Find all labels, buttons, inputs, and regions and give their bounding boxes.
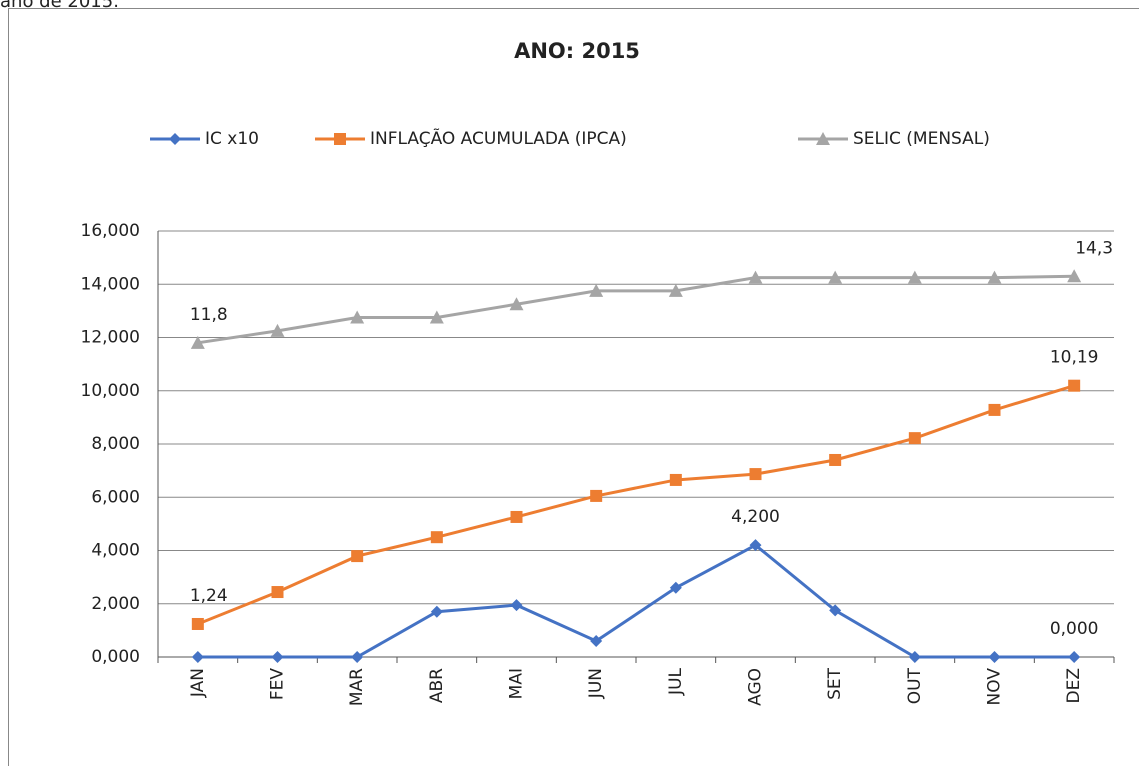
marker	[1068, 651, 1081, 663]
series-line	[197, 543, 1075, 659]
y-tick-label: 10,000	[81, 381, 140, 401]
y-tick-label: 4,000	[91, 541, 140, 561]
y-tick-label: 14,000	[81, 274, 140, 294]
marker	[829, 604, 842, 617]
marker	[816, 132, 830, 145]
legend-label: IC x10	[205, 129, 259, 149]
x-tick-label: NOV	[985, 668, 1005, 706]
marker	[828, 270, 843, 284]
chart-title: ANO: 2015	[514, 39, 640, 63]
marker	[510, 599, 523, 612]
y-tick-label: 0,000	[91, 647, 140, 667]
marker	[1067, 269, 1082, 283]
marker	[908, 432, 921, 445]
marker	[988, 403, 1001, 416]
y-tick-label: 6,000	[91, 487, 140, 507]
marker	[988, 651, 1001, 663]
chart-border	[8, 8, 1139, 766]
marker	[987, 270, 1002, 284]
marker	[668, 283, 683, 297]
data-label: 14,3	[1075, 238, 1113, 258]
marker	[351, 550, 364, 563]
x-tick-label: SET	[825, 667, 845, 700]
marker	[190, 335, 205, 349]
marker	[169, 133, 181, 145]
marker	[509, 297, 524, 311]
marker	[430, 531, 443, 544]
series-line	[197, 274, 1075, 345]
x-tick-label: ABR	[427, 668, 447, 703]
marker	[191, 617, 204, 630]
marker	[748, 270, 763, 284]
marker	[429, 310, 444, 324]
x-tick-label: OUT	[905, 667, 925, 704]
marker	[271, 651, 284, 663]
y-tick-label: 8,000	[91, 434, 140, 454]
data-label: 4,200	[731, 507, 780, 527]
data-label: 0,000	[1050, 619, 1099, 639]
marker	[271, 586, 284, 599]
marker	[669, 473, 682, 486]
marker	[1068, 379, 1081, 392]
marker	[907, 270, 922, 284]
x-tick-label: MAR	[347, 668, 367, 706]
marker	[590, 635, 603, 648]
marker	[589, 283, 604, 297]
legend-label: INFLAÇÃO ACUMULADA (IPCA)	[370, 127, 627, 149]
series-line	[197, 384, 1075, 626]
marker	[191, 651, 204, 663]
marker	[510, 510, 523, 523]
marker	[749, 539, 762, 552]
y-tick-label: 12,000	[81, 328, 140, 348]
marker	[350, 310, 365, 324]
marker	[270, 323, 285, 337]
x-tick-label: MAI	[507, 668, 527, 699]
x-tick-label: DEZ	[1064, 668, 1084, 703]
x-tick-label: JAN	[188, 668, 208, 698]
marker	[908, 651, 921, 663]
marker	[430, 605, 443, 618]
legend-label: SELIC (MENSAL)	[853, 129, 990, 149]
x-tick-label: AGO	[746, 668, 766, 706]
marker	[749, 468, 762, 481]
data-label: 11,8	[190, 305, 228, 325]
marker	[351, 651, 364, 663]
marker	[334, 133, 346, 145]
x-tick-label: FEV	[268, 668, 288, 701]
y-tick-label: 2,000	[91, 594, 140, 614]
x-tick-label: JUN	[586, 668, 606, 699]
marker	[829, 453, 842, 466]
data-label: 10,19	[1050, 348, 1099, 368]
marker	[669, 581, 682, 594]
x-tick-label: JUL	[666, 667, 686, 695]
marker	[590, 489, 603, 502]
y-tick-label: 16,000	[81, 221, 140, 241]
data-label: 1,24	[190, 586, 228, 606]
